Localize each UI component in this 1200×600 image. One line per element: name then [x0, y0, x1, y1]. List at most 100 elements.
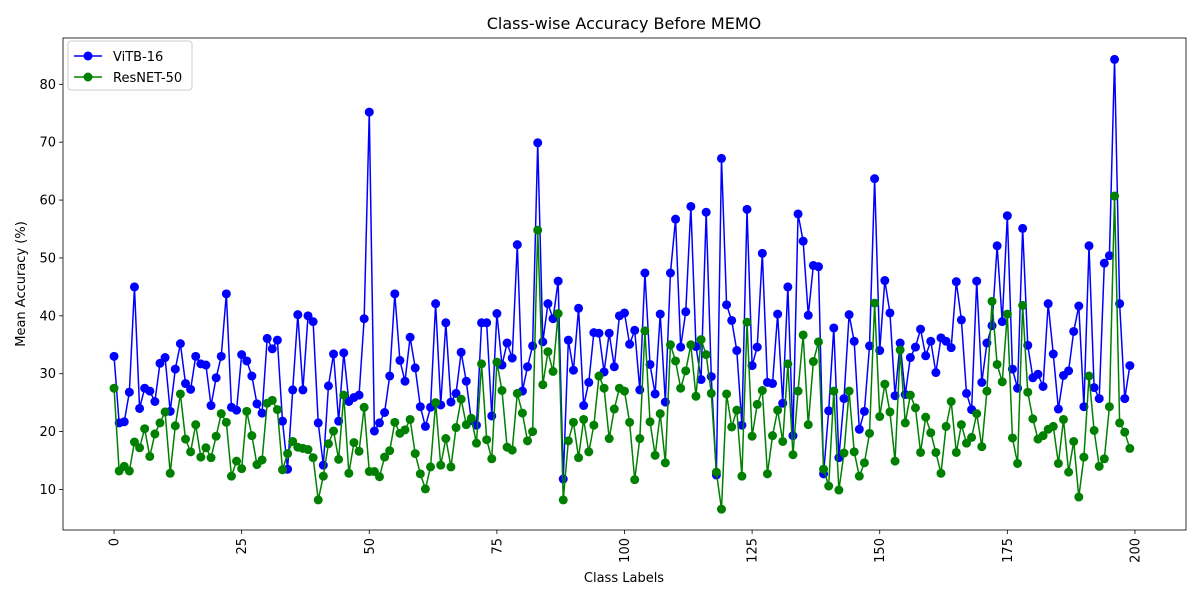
- plot-area: 10 20 30 40 50 60 70 80 0 25 50 75 100 125 150 175 200: [39, 37, 1187, 563]
- data-point-vitb16: [247, 371, 257, 381]
- data-point-resnet50: [528, 427, 538, 437]
- data-point-resnet50: [349, 438, 359, 448]
- data-point-vitb16: [206, 401, 216, 411]
- data-point-resnet50: [951, 447, 961, 457]
- data-point-vitb16: [1074, 301, 1084, 311]
- data-point-vitb16: [1110, 54, 1120, 64]
- data-point-resnet50: [1099, 454, 1109, 464]
- data-point-vitb16: [1089, 383, 1099, 393]
- data-point-vitb16: [1038, 381, 1048, 391]
- data-point-resnet50: [931, 447, 941, 457]
- data-point-vitb16: [129, 282, 139, 292]
- data-point-resnet50: [977, 442, 987, 452]
- data-point-resnet50: [1089, 425, 1099, 435]
- data-point-resnet50: [926, 428, 936, 438]
- legend-label-resnet50: ResNET-50: [113, 71, 182, 86]
- data-point-vitb16: [492, 309, 502, 319]
- data-point-resnet50: [329, 426, 339, 436]
- data-point-vitb16: [1084, 241, 1094, 251]
- y-axis-label: Mean Accuracy (%): [14, 221, 29, 347]
- data-point-vitb16: [329, 349, 339, 359]
- data-point-vitb16: [829, 323, 839, 333]
- data-point-resnet50: [226, 471, 236, 481]
- data-point-resnet50: [1053, 458, 1063, 468]
- data-point-resnet50: [854, 471, 864, 481]
- data-point-vitb16: [482, 318, 492, 328]
- data-point-vitb16: [538, 337, 548, 347]
- data-point-resnet50: [625, 417, 635, 427]
- data-point-vitb16: [252, 399, 262, 409]
- data-point-resnet50: [696, 335, 706, 345]
- data-point-resnet50: [482, 435, 492, 445]
- data-point-resnet50: [793, 386, 803, 396]
- data-point-vitb16: [1120, 394, 1130, 404]
- data-point-vitb16: [701, 207, 711, 217]
- data-point-resnet50: [517, 408, 527, 418]
- data-point-resnet50: [558, 495, 568, 505]
- data-point-resnet50: [477, 359, 487, 369]
- data-point-resnet50: [829, 386, 839, 396]
- data-point-resnet50: [1058, 414, 1068, 424]
- data-point-vitb16: [415, 402, 425, 412]
- data-point-vitb16: [977, 377, 987, 387]
- data-point-vitb16: [568, 365, 578, 375]
- y-tick-label: 50: [39, 251, 56, 266]
- data-point-resnet50: [129, 437, 139, 447]
- data-point-vitb16: [186, 384, 196, 394]
- data-point-vitb16: [1099, 258, 1109, 268]
- data-point-resnet50: [420, 484, 430, 494]
- data-point-vitb16: [471, 420, 481, 430]
- data-point-vitb16: [916, 324, 926, 334]
- data-point-resnet50: [267, 395, 277, 405]
- data-point-resnet50: [1018, 300, 1028, 310]
- data-point-resnet50: [415, 469, 425, 479]
- data-point-resnet50: [1110, 191, 1120, 201]
- data-point-resnet50: [380, 452, 390, 462]
- data-point-resnet50: [1069, 436, 1079, 446]
- data-point-resnet50: [471, 438, 481, 448]
- data-point-resnet50: [701, 350, 711, 360]
- data-point-vitb16: [339, 348, 349, 358]
- data-point-vitb16: [451, 388, 461, 398]
- data-point-vitb16: [972, 276, 982, 286]
- data-point-vitb16: [931, 368, 941, 378]
- data-point-vitb16: [773, 309, 783, 319]
- data-point-vitb16: [793, 209, 803, 219]
- data-point-vitb16: [257, 408, 267, 418]
- data-point-resnet50: [191, 420, 201, 430]
- data-point-vitb16: [553, 276, 563, 286]
- y-tick-label: 70: [39, 136, 56, 151]
- data-point-vitb16: [870, 174, 880, 184]
- data-point-vitb16: [431, 299, 441, 309]
- data-point-resnet50: [436, 460, 446, 470]
- data-point-vitb16: [640, 268, 650, 278]
- data-point-vitb16: [752, 342, 762, 352]
- data-point-resnet50: [890, 456, 900, 466]
- data-point-vitb16: [676, 342, 686, 352]
- legend-marker-resnet50: [83, 72, 93, 82]
- data-point-vitb16: [987, 321, 997, 331]
- data-point-resnet50: [900, 418, 910, 428]
- data-point-resnet50: [768, 431, 778, 441]
- data-point-resnet50: [272, 405, 282, 415]
- data-point-vitb16: [400, 376, 410, 386]
- data-point-vitb16: [645, 359, 655, 369]
- data-point-resnet50: [1023, 387, 1033, 397]
- data-point-resnet50: [553, 309, 563, 319]
- data-point-vitb16: [191, 351, 201, 361]
- data-point-vitb16: [181, 379, 191, 389]
- data-point-resnet50: [788, 450, 798, 460]
- data-point-resnet50: [895, 345, 905, 355]
- data-point-resnet50: [956, 420, 966, 430]
- data-point-resnet50: [201, 443, 211, 453]
- data-point-vitb16: [910, 342, 920, 352]
- legend-label-vitb16: ViTB-16: [113, 50, 163, 65]
- data-point-vitb16: [512, 240, 522, 250]
- data-point-resnet50: [216, 409, 226, 419]
- data-point-vitb16: [533, 138, 543, 148]
- data-point-vitb16: [441, 318, 451, 328]
- data-point-vitb16: [620, 308, 629, 318]
- data-point-resnet50: [880, 379, 890, 389]
- data-point-resnet50: [313, 495, 323, 505]
